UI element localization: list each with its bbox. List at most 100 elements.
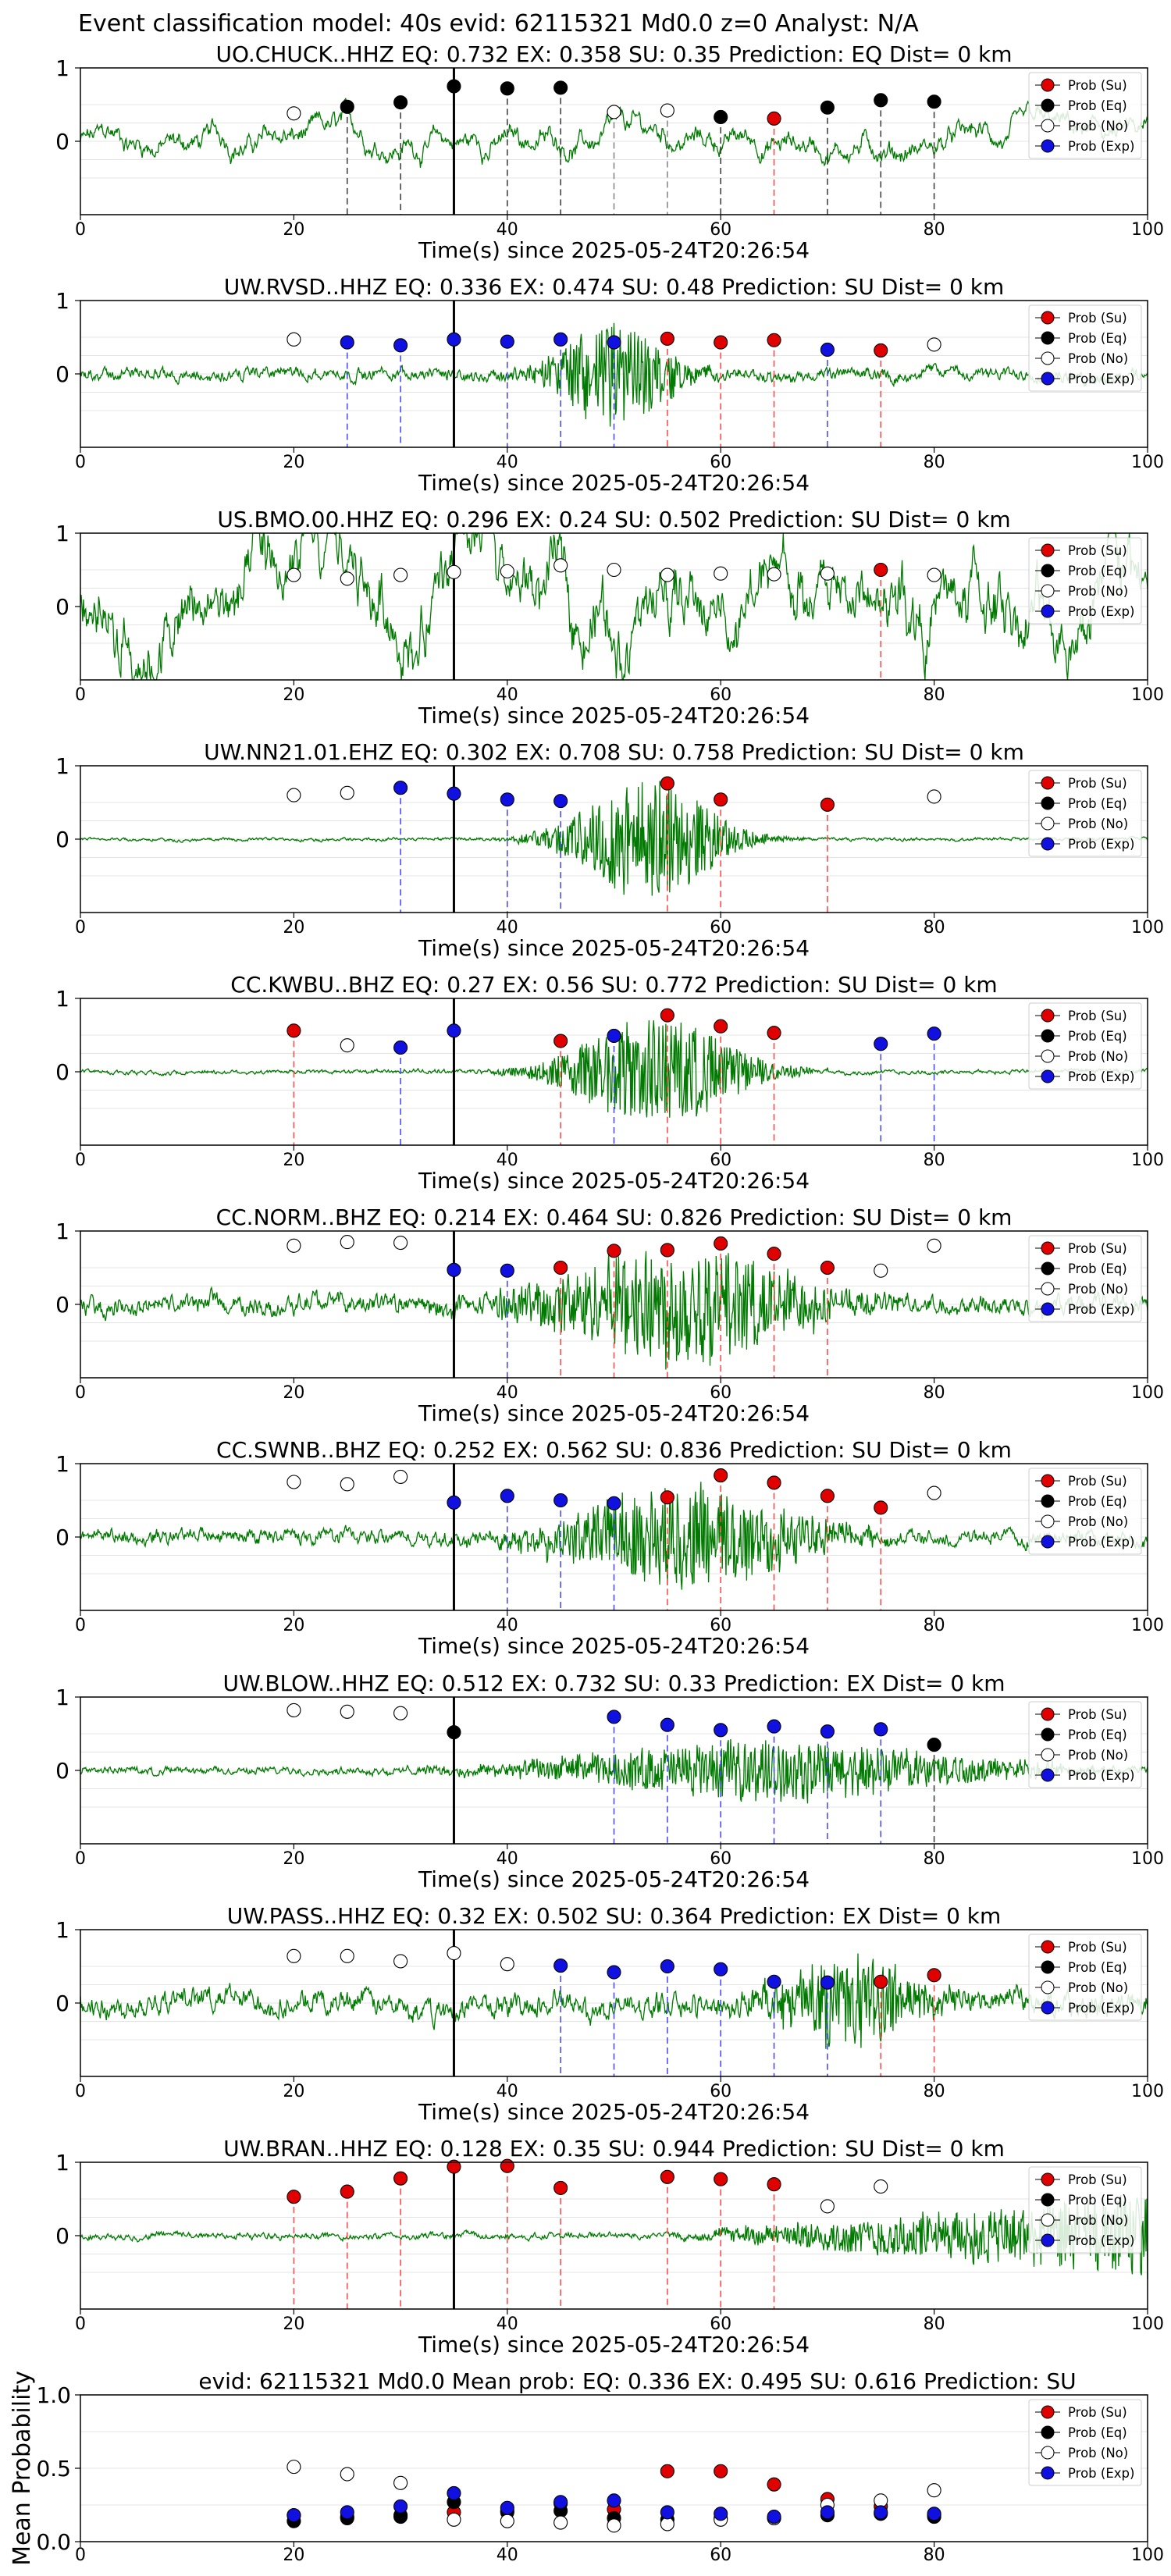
prob-marker-exp: [767, 1719, 781, 1734]
prob-marker-exp: [447, 1495, 461, 1510]
prob-marker-exp: [393, 781, 408, 795]
x-axis-label: Time(s) since 2025-05-24T20:26:54: [418, 1168, 810, 1194]
x-tick-label: 80: [924, 220, 945, 240]
legend-label: Prob (Su): [1068, 1474, 1127, 1489]
prob-marker-no: [340, 1235, 354, 1250]
prob-marker-eq: [874, 93, 888, 108]
x-tick-label: 20: [283, 1849, 304, 1869]
prob-marker-no: [393, 1706, 408, 1720]
mean-marker-exp: [287, 2508, 301, 2523]
y-tick-label: 0: [55, 1059, 69, 1085]
legend-label: Prob (Exp): [1068, 139, 1134, 154]
prob-marker-no: [820, 2199, 835, 2214]
prob-marker-no: [287, 1238, 301, 1253]
mean-marker-no: [287, 2460, 301, 2475]
x-tick-label: 20: [283, 2082, 304, 2101]
prob-marker-eq: [820, 100, 835, 115]
legend-marker-su: [1041, 543, 1055, 557]
mean-marker-no: [553, 2515, 568, 2530]
prob-marker-exp: [607, 335, 621, 350]
mean-marker-exp: [714, 2507, 728, 2521]
prob-marker-su: [660, 1008, 674, 1023]
legend-marker-su: [1041, 1009, 1055, 1023]
x-tick-label: 100: [1131, 1383, 1164, 1403]
legend-marker-exp: [1041, 2233, 1055, 2247]
y-tick-label: 1: [55, 1685, 69, 1710]
legend-marker-su: [1041, 776, 1055, 790]
y-tick-label: 0: [55, 129, 69, 155]
prob-marker-exp: [447, 1262, 461, 1277]
prob-marker-eq: [393, 95, 408, 110]
mean-marker-no: [447, 2512, 461, 2527]
prob-marker-no: [660, 103, 674, 118]
legend-marker-exp: [1041, 139, 1055, 153]
mean-marker-no: [340, 2467, 354, 2482]
legend-marker-exp: [1041, 372, 1055, 386]
x-axis-label: Time(s) since 2025-05-24T20:26:54: [418, 470, 810, 496]
prob-marker-eq: [927, 94, 941, 109]
x-tick-label: 60: [710, 1849, 731, 1869]
prob-marker-su: [767, 1026, 781, 1041]
y-tick-label: 0: [55, 827, 69, 852]
prob-marker-no: [393, 1235, 408, 1251]
legend-marker-su: [1041, 1707, 1055, 1721]
prob-marker-eq: [447, 1725, 461, 1740]
prob-marker-exp: [447, 786, 461, 801]
prob-marker-no: [340, 1477, 354, 1492]
y-tick-label: 1: [55, 986, 69, 1012]
x-tick-label: 20: [283, 1383, 304, 1403]
prob-marker-exp: [874, 1722, 888, 1737]
prob-marker-no: [927, 789, 941, 804]
waveform-trace: [80, 1251, 1148, 1370]
legend: Prob (Su) Prob (Eq) Prob (No) Prob (Exp): [1028, 1468, 1142, 1555]
panel-title: evid: 62115321 Md0.0 Mean prob: EQ: 0.33…: [198, 2368, 1076, 2394]
prob-marker-exp: [660, 1717, 674, 1732]
x-tick-label: 100: [1131, 2546, 1164, 2565]
prob-marker-no: [767, 567, 781, 582]
prob-marker-no: [287, 1703, 301, 1717]
prob-marker-no: [607, 562, 621, 578]
prob-marker-su: [714, 2172, 728, 2186]
legend-marker-eq: [1041, 331, 1055, 345]
prob-marker-su: [767, 1475, 781, 1490]
legend-marker-su: [1041, 1474, 1055, 1488]
prob-marker-eq: [447, 79, 461, 94]
y-tick-label: 1: [55, 55, 69, 81]
x-tick-label: 0: [75, 2082, 86, 2101]
x-tick-label: 60: [710, 685, 731, 705]
x-tick-label: 40: [497, 1383, 518, 1403]
prob-marker-su: [660, 1243, 674, 1258]
prob-marker-no: [287, 568, 301, 582]
prob-marker-no: [340, 785, 354, 800]
legend-label: Prob (Exp): [1068, 1768, 1134, 1783]
x-tick-label: 40: [497, 1616, 518, 1635]
legend-label: Prob (Eq): [1068, 796, 1127, 811]
prob-marker-su: [340, 2184, 354, 2199]
legend-label: Prob (Eq): [1068, 331, 1127, 346]
x-tick-label: 20: [283, 1616, 304, 1635]
legend-marker-no: [1041, 1748, 1055, 1762]
prob-marker-su: [820, 1489, 835, 1503]
x-tick-label: 80: [924, 918, 945, 938]
legend-marker-eq: [1041, 1727, 1055, 1742]
prob-marker-no: [927, 1238, 941, 1253]
prob-marker-su: [874, 562, 888, 578]
legend-label: Prob (Exp): [1068, 604, 1134, 619]
prob-marker-exp: [500, 334, 514, 349]
panel-title: CC.NORM..BHZ EQ: 0.214 EX: 0.464 SU: 0.8…: [216, 1204, 1013, 1230]
legend-marker-su: [1041, 1940, 1055, 1954]
legend: Prob (Su) Prob (Eq) Prob (No) Prob (Exp): [1028, 770, 1142, 857]
legend-label: Prob (No): [1068, 2213, 1128, 2228]
legend-marker-eq: [1041, 796, 1055, 810]
legend-marker-exp: [1041, 1069, 1055, 1083]
legend-frame: [1028, 1002, 1142, 1090]
prob-marker-no: [287, 788, 301, 802]
legend-marker-no: [1041, 351, 1055, 365]
x-tick-label: 40: [497, 685, 518, 705]
x-tick-label: 20: [283, 220, 304, 240]
station-panel-9: UW.PASS..HHZ EQ: 0.32 EX: 0.502 SU: 0.36…: [55, 1903, 1164, 2125]
prob-marker-su: [767, 2177, 781, 2192]
legend-frame: [1028, 304, 1142, 392]
prob-marker-no: [340, 1038, 354, 1053]
prob-marker-no: [500, 564, 514, 578]
